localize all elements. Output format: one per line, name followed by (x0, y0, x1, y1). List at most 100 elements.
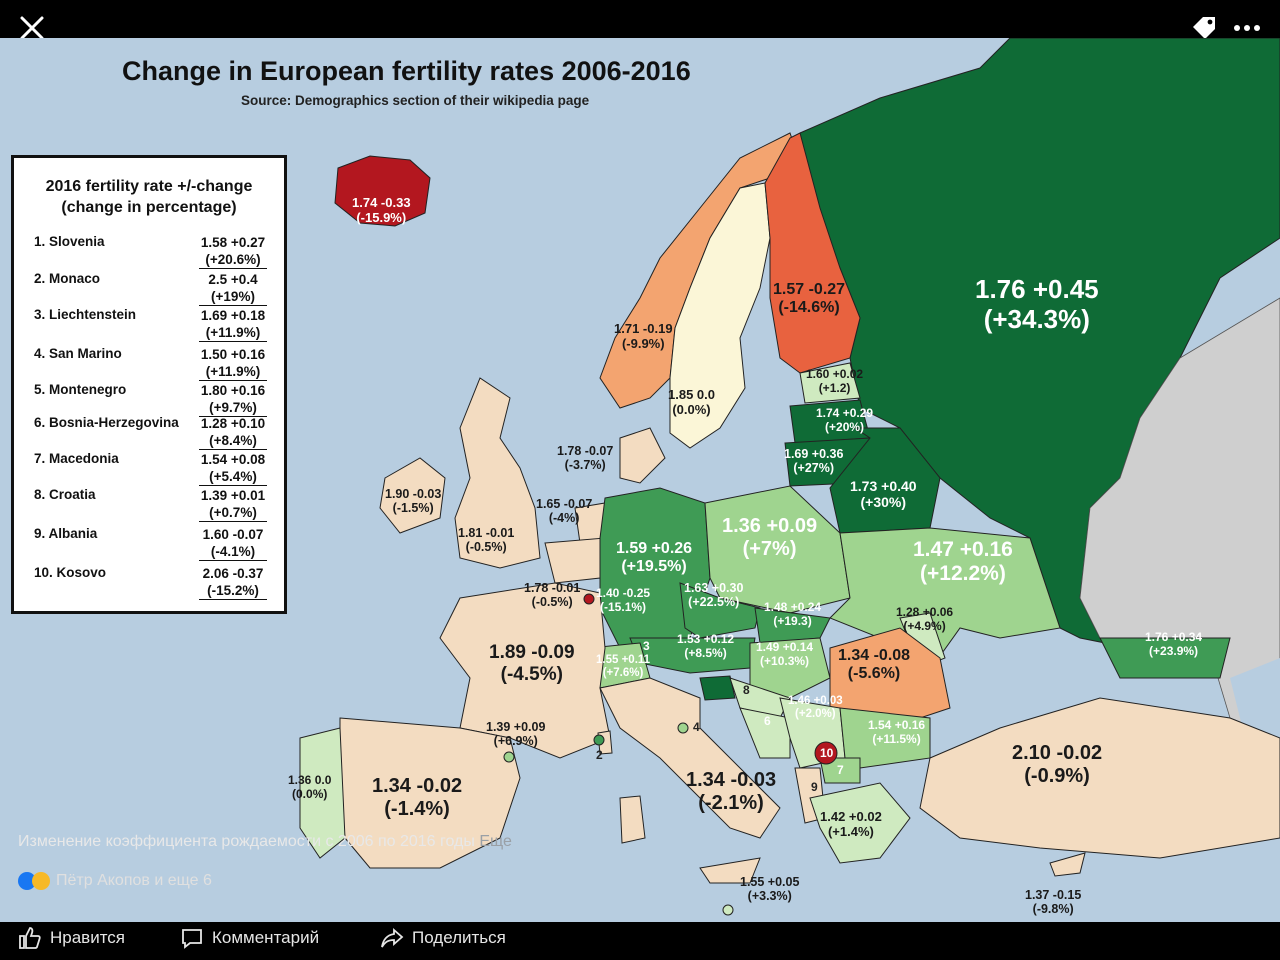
region-estonia (799, 362, 861, 404)
reactions-summary[interactable]: Пётр Акопов и еще 6 (18, 872, 212, 894)
wow-reaction-icon (32, 872, 50, 890)
share-icon (381, 928, 404, 948)
region-ireland (379, 457, 446, 534)
legend-row: 9. Albania 1.60 -0.07 (-4.1%) (34, 526, 274, 562)
marker-2: 2 (596, 748, 603, 762)
label-estonia: 1.60 +0.02 (+1.2) (806, 367, 864, 395)
region-denmark (619, 427, 666, 484)
legend-box: 2016 fertility rate +/-change (change in… (11, 155, 287, 614)
legend-row: 1. Slovenia 1.58 +0.27 (+20.6%) (34, 234, 267, 269)
marker-9: 9 (811, 780, 818, 794)
label-uk: 1.81 -0.01 (-0.5%) (458, 526, 515, 555)
region-georgia (1099, 637, 1231, 679)
region-slovenia (699, 675, 736, 701)
label-romania: 1.34 -0.08 (-5.6%) (838, 647, 911, 683)
label-germany: 1.59 +0.26 (+19.5%) (616, 540, 693, 576)
label-serbia: 1.46 +0.03 (+2.0%) (788, 695, 843, 721)
region-turkey (919, 697, 1280, 859)
more-options-icon[interactable] (1232, 18, 1262, 38)
label-switzerland: 1.55 +0.11 (+7.6%) (596, 654, 651, 680)
luxembourg-dot (583, 593, 595, 605)
label-russia: 1.76 +0.45 (+34.3%) (975, 274, 1099, 334)
region-portugal (299, 727, 346, 859)
region-iceland (334, 155, 431, 227)
map-image: Change in European fertility rates 2006-… (0, 38, 1280, 922)
label-denmark: 1.78 -0.07 (-3.7%) (557, 444, 614, 473)
region-france (439, 582, 611, 759)
region-hungary (749, 637, 831, 699)
label-portugal: 1.36 0.0 (0.0%) (288, 773, 332, 801)
legend-row: 4. San Marino 1.50 +0.16 (+11.9%) (34, 346, 267, 381)
marker-7: 7 (837, 763, 844, 777)
label-italy: 1.34 -0.03 (-2.1%) (686, 769, 777, 814)
marker-10: 10 (820, 746, 834, 760)
like-reaction-icon (18, 872, 36, 890)
map-title: Change in European fertility rates 2006-… (122, 56, 691, 86)
label-greece: 1.42 +0.02 (+1.4%) (820, 809, 882, 839)
label-hungary: 1.49 +0.14 (+10.3%) (756, 640, 814, 668)
label-austria: 1.53 +0.12 (+8.5%) (677, 632, 735, 660)
region-sweden (669, 182, 771, 449)
comment-button[interactable]: Комментарий (180, 926, 319, 954)
label-finland: 1.57 -0.27 (-14.6%) (773, 281, 846, 317)
label-iceland: 1.74 -0.33 (-15.9%) (352, 195, 411, 225)
legend-row: 2. Monaco 2.5 +0.4 (+19%) (34, 271, 274, 307)
legend-row: 10. Kosovo 2.06 -0.37 (-15.2%) (34, 565, 274, 601)
region-poland (704, 485, 851, 614)
post-caption: Изменение коэффициента рождаемости с 200… (18, 833, 512, 851)
label-belarus: 1.73 +0.40 (+30%) (850, 478, 917, 511)
legend-title-line1: 2016 fertility rate +/-change (45, 178, 253, 195)
label-moldova: 1.28 +0.06 (+4.9%) (896, 605, 954, 633)
label-lithuania: 1.69 +0.36 (+27%) (784, 447, 844, 476)
marker-6: 6 (764, 714, 771, 728)
label-latvia: 1.74 +0.29 (+20%) (816, 406, 874, 434)
legend-title-line2: (change in percentage) (61, 199, 237, 216)
label-malta: 1.55 +0.05 (+3.3%) (740, 875, 800, 904)
label-czech: 1.63 +0.30 (+22.5%) (684, 581, 744, 610)
like-button[interactable]: Нравится (18, 926, 125, 954)
caption-more-link[interactable]: Еще (479, 833, 512, 850)
label-bulgaria: 1.54 +0.16 (+11.5%) (868, 718, 926, 746)
legend-row: 6. Bosnia-Herzegovina 1.28 +0.10 (+8.4%) (34, 415, 267, 450)
caption-text: Изменение коэффициента рождаемости с 200… (18, 833, 475, 850)
region-bosnia (739, 707, 791, 759)
region-czech (679, 582, 761, 639)
region-finland (764, 132, 861, 374)
label-georgia: 1.76 +0.34 (+23.9%) (1145, 630, 1203, 658)
legend-row: 8. Croatia 1.39 +0.01 (+0.7%) (34, 487, 267, 522)
label-sweden: 1.85 0.0 (0.0%) (668, 387, 715, 417)
label-netherlands: 1.65 -0.07 (-4%) (536, 497, 593, 526)
kosovo-marker (814, 741, 838, 765)
region-greece (809, 782, 911, 864)
region-belgium (544, 537, 606, 584)
region-ukraine (829, 527, 1061, 664)
label-corsica-region: 1.39 +0.09 (+6.9%) (486, 720, 546, 749)
marker-8: 8 (743, 683, 750, 697)
label-slovakia: 1.48 +0.24 (+19.3) (764, 600, 822, 628)
legend-row: 7. Macedonia 1.54 +0.08 (+5.4%) (34, 451, 267, 486)
label-luxembourg: 1.40 -0.25 (-15.1%) (596, 586, 651, 614)
region-bulgaria (839, 707, 931, 769)
reactions-text: Пётр Акопов и еще 6 (56, 872, 212, 889)
action-bar: Нравится Комментарий Поделиться (0, 922, 1280, 960)
region-cyprus (1049, 852, 1086, 877)
marker-4: 4 (693, 720, 700, 734)
share-button[interactable]: Поделиться (380, 926, 506, 954)
label-france: 1.89 -0.09 (-4.5%) (489, 642, 575, 685)
legend-row: 5. Montenegro 1.80 +0.16 (+9.7%) (34, 382, 267, 417)
thumbs-up-icon (19, 927, 41, 949)
label-norway: 1.71 -0.19 (-9.9%) (614, 321, 673, 351)
label-poland: 1.36 +0.09 (+7%) (722, 515, 818, 560)
label-spain: 1.34 -0.02 (-1.4%) (372, 775, 463, 820)
tag-icon[interactable] (1190, 14, 1218, 42)
comment-icon (182, 929, 202, 949)
close-icon[interactable] (18, 14, 46, 42)
label-belgium: 1.78 -0.01 (-0.5%) (524, 581, 581, 610)
region-italy (599, 677, 781, 839)
region-uk (454, 377, 541, 569)
marker-3: 3 (643, 639, 650, 653)
top-bar (0, 0, 1280, 40)
label-cyprus: 1.37 -0.15 (-9.8%) (1025, 888, 1082, 917)
label-turkey: 2.10 -0.02 (-0.9%) (1012, 742, 1103, 787)
label-ireland: 1.90 -0.03 (-1.5%) (385, 487, 442, 516)
